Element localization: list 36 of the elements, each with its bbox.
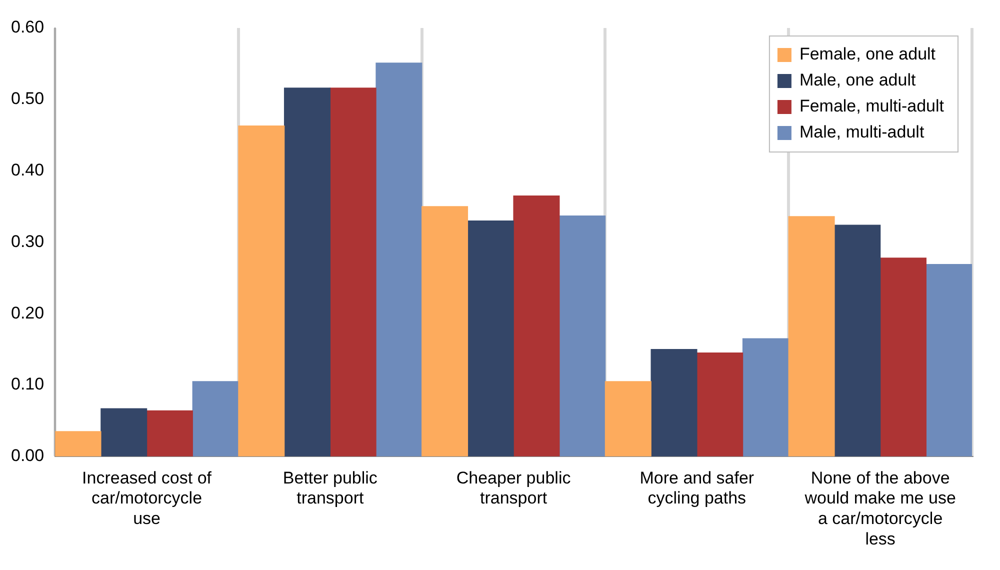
y-tick-label: 0.30 (10, 232, 44, 251)
bar (834, 224, 881, 456)
y-tick-label: 0.60 (10, 18, 44, 37)
bar (146, 410, 193, 456)
bar (55, 431, 102, 456)
bar (422, 206, 468, 456)
bar (604, 381, 652, 456)
bar (926, 264, 972, 456)
x-tick-label: Cheaper public transport (456, 468, 572, 508)
bar (330, 88, 376, 456)
bar (559, 215, 606, 456)
legend-label: Female, one adult (799, 44, 936, 64)
bar (467, 220, 514, 456)
y-tick-label: 0.00 (10, 446, 44, 466)
bar (238, 125, 285, 456)
y-tick-label: 0.50 (10, 89, 44, 108)
bar (284, 88, 330, 456)
y-tick-label: 0.20 (10, 303, 44, 322)
bar (742, 338, 789, 456)
bar (376, 62, 422, 456)
bar (696, 352, 744, 456)
y-tick-label: 0.40 (10, 160, 44, 180)
y-tick-label: 0.10 (10, 374, 44, 394)
legend-label: Male, one adult (799, 70, 916, 90)
bar (788, 216, 835, 456)
legend-label: Male, multi-adult (799, 122, 924, 142)
bar (513, 195, 560, 456)
bar (880, 258, 926, 456)
x-tick-label: More and safer cycling paths (640, 468, 754, 508)
x-tick-label: Better public transport (282, 468, 378, 508)
x-tick-label: Increased cost of car/motorcycle use (82, 468, 212, 528)
bar (192, 381, 239, 456)
legend-label: Female, multi-adult (799, 96, 944, 116)
bar (100, 408, 148, 456)
bar (650, 348, 698, 456)
x-tick-label: None of the above would make me use a car/motorcycle less (804, 468, 956, 548)
